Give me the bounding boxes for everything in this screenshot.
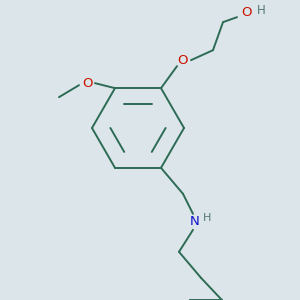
Text: H: H <box>203 213 211 223</box>
Text: O: O <box>242 6 252 19</box>
Text: O: O <box>178 54 188 67</box>
Text: H: H <box>256 4 266 17</box>
Text: O: O <box>82 77 92 90</box>
Text: N: N <box>190 215 200 228</box>
